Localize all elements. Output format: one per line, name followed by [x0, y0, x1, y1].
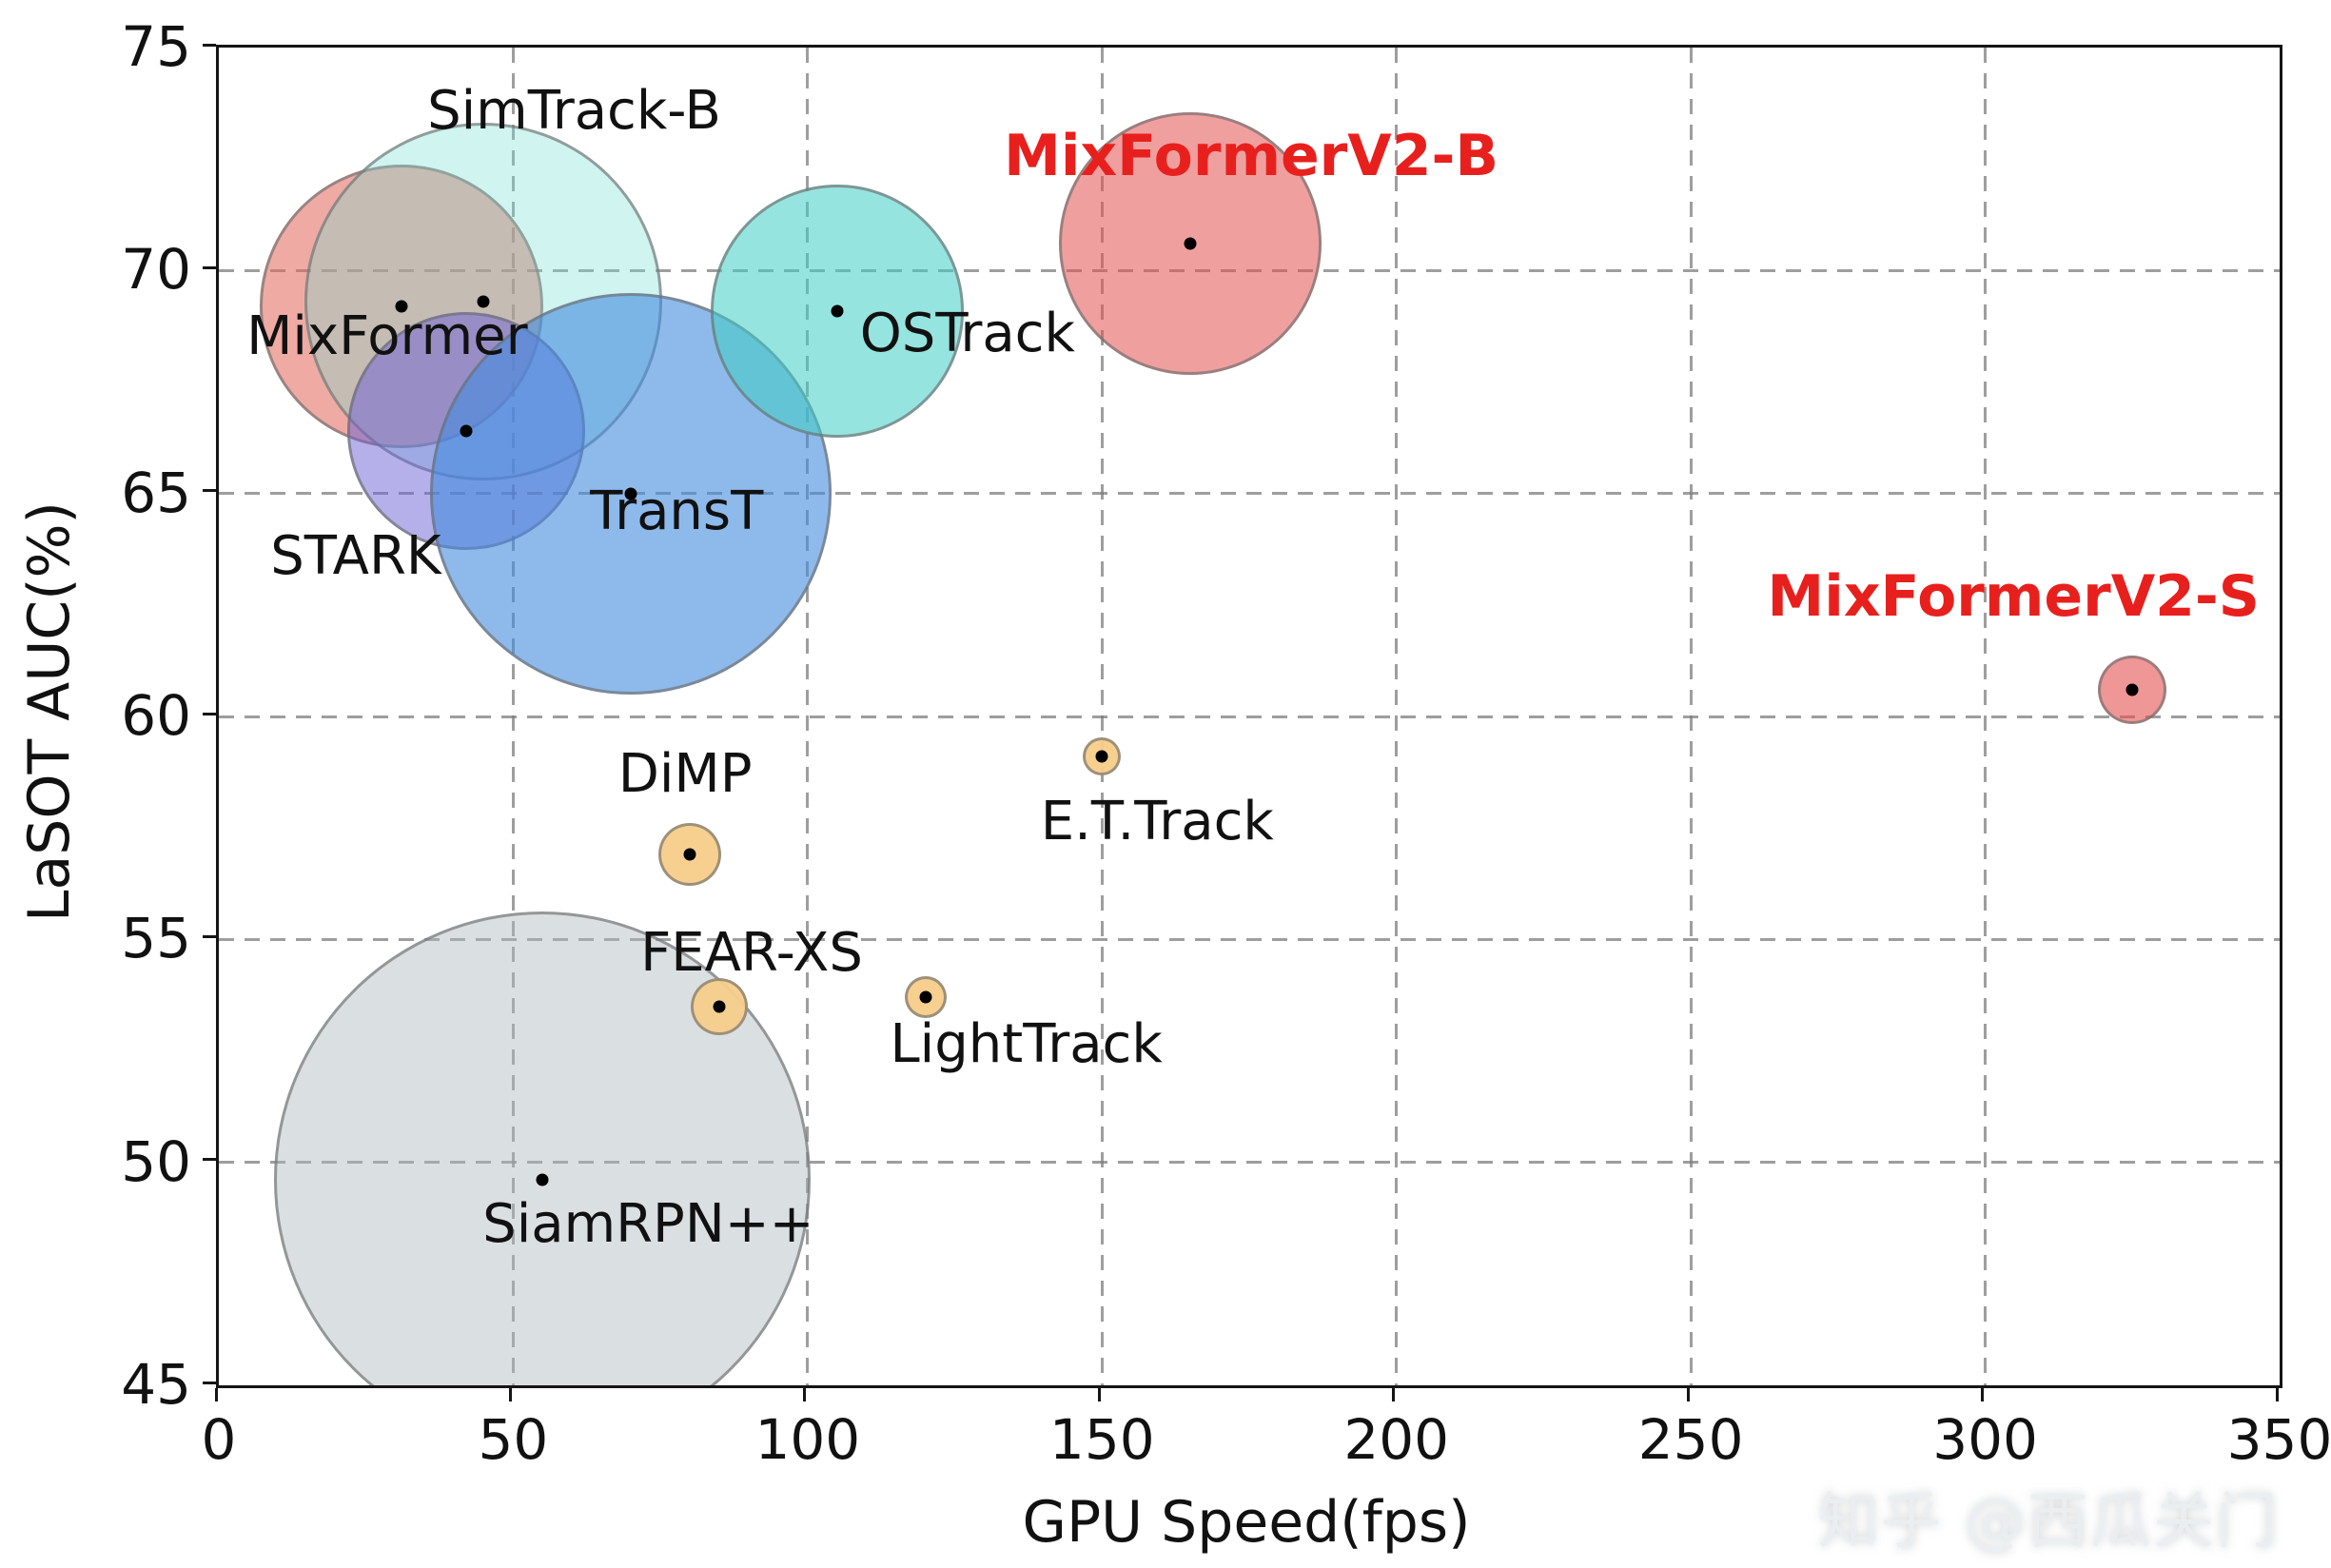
x-tick-label-0: 0	[201, 1407, 237, 1472]
point-SimTrack-B	[477, 295, 490, 308]
plot-area: SiamRPN++ MixFormer SimTrack-B STARK TransT O…	[216, 45, 2282, 1388]
x-tick-label-300: 300	[1932, 1407, 2038, 1472]
y-tick-label-60: 60	[121, 683, 191, 748]
gridline-y-65	[219, 492, 2280, 496]
y-tick-label-65: 65	[121, 460, 191, 525]
label-SimTrack-B: SimTrack-B	[427, 80, 721, 143]
label-STARK: STARK	[270, 525, 441, 588]
label-TransT: TransT	[590, 480, 764, 542]
label-FEAR-XS: FEAR-XS	[640, 921, 863, 984]
watermark-text: 知乎 @西瓜关门	[1817, 1487, 2279, 1558]
y-tick-label-70: 70	[121, 237, 191, 303]
y-tick-mark-50	[203, 1158, 216, 1162]
gridline-y-55	[219, 937, 2280, 941]
point-LightTrack	[919, 990, 932, 1004]
point-FEAR-XS	[713, 1000, 726, 1013]
x-tick-label-100: 100	[754, 1407, 861, 1472]
x-tick-label-150: 150	[1048, 1407, 1155, 1472]
x-tick-label-250: 250	[1637, 1407, 1744, 1472]
y-tick-mark-55	[203, 934, 216, 938]
label-SiamRPN++: SiamRPN++	[482, 1193, 814, 1256]
y-tick-mark-70	[203, 265, 216, 269]
x-tick-mark-50	[508, 1388, 512, 1401]
y-tick-mark-65	[203, 489, 216, 493]
x-tick-mark-0	[214, 1388, 218, 1401]
gridline-y-50	[219, 1161, 2280, 1165]
y-tick-mark-75	[203, 43, 216, 47]
gridline-y-60	[219, 715, 2280, 718]
y-axis-label: LaSOT AUC(%)	[16, 501, 83, 922]
label-MixFormerV2-S: MixFormerV2-S	[1767, 562, 2261, 630]
x-tick-label-200: 200	[1343, 1407, 1450, 1472]
y-tick-label-45: 45	[121, 1352, 191, 1417]
y-tick-label-50: 50	[121, 1128, 191, 1194]
point-MixFormerV2-B	[1184, 237, 1197, 250]
point-E.T.Track	[1095, 750, 1108, 763]
x-tick-mark-250	[1686, 1388, 1690, 1401]
label-LightTrack: LightTrack	[890, 1013, 1163, 1076]
x-tick-label-350: 350	[2226, 1407, 2331, 1472]
label-DiMP: DiMP	[617, 743, 753, 806]
point-OSTrack	[831, 304, 844, 317]
label-MixFormerV2-B: MixFormerV2-B	[1004, 123, 1499, 190]
y-tick-mark-60	[203, 712, 216, 715]
point-MixFormerV2-S	[2125, 683, 2139, 696]
x-tick-mark-150	[1097, 1388, 1101, 1401]
point-SiamRPN++	[536, 1173, 549, 1186]
y-tick-label-75: 75	[121, 14, 191, 79]
x-tick-mark-100	[803, 1388, 807, 1401]
label-MixFormer: MixFormer	[246, 305, 528, 368]
label-E.T.Track: E.T.Track	[1040, 791, 1274, 853]
y-tick-mark-45	[203, 1381, 216, 1384]
point-TransT	[624, 487, 637, 500]
x-tick-label-50: 50	[478, 1407, 549, 1472]
point-DiMP	[683, 848, 696, 861]
x-tick-mark-350	[2275, 1388, 2279, 1401]
point-STARK	[460, 424, 473, 438]
x-tick-mark-300	[1981, 1388, 1985, 1401]
x-tick-mark-200	[1392, 1388, 1396, 1401]
label-OSTrack: OSTrack	[859, 302, 1075, 364]
x-axis-label: GPU Speed(fps)	[1022, 1489, 1471, 1556]
y-tick-label-55: 55	[121, 906, 191, 971]
point-MixFormer	[395, 300, 408, 313]
